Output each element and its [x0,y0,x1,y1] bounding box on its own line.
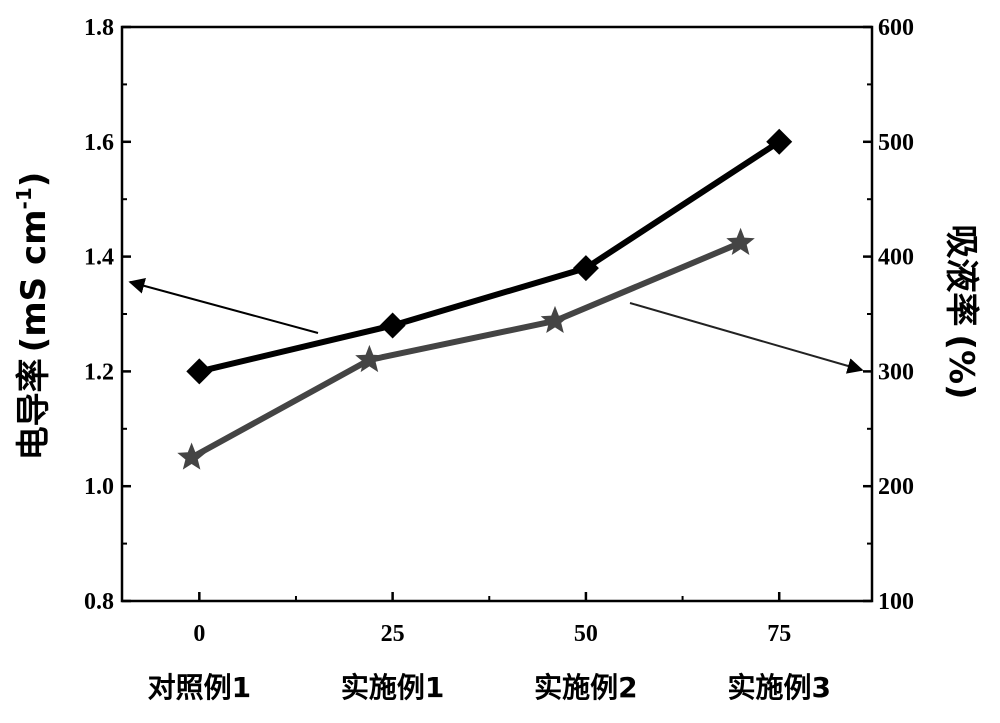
x-axis: 0 对照例1 25 实施例1 50 实施例2 75 实施例3 [148,592,831,704]
plot-frame [120,25,874,603]
right-axis-title-units: (%) [941,334,981,399]
left-axis: 0.8 1.0 1.2 1.4 1.6 1.8 [84,15,131,615]
right-axis: 100 200 300 400 500 600 [863,15,914,615]
right-tick-label: 400 [878,245,914,271]
right-tick-label: 300 [878,359,914,385]
x-tick-label: 0 [193,621,205,647]
series-2-point [177,442,206,470]
left-tick-label: 1.0 [84,474,114,500]
x-tick-label: 25 [381,621,405,647]
left-tick-label: 1.4 [84,245,114,271]
series-1-point [379,312,406,339]
x-tick-label: 75 [767,621,791,647]
left-axis-title-main: 电导率 [14,358,54,460]
series-1-point [766,128,793,155]
series-1-line [198,139,781,375]
category-label: 实施例2 [534,671,637,704]
right-tick-label: 600 [878,15,914,41]
left-axis-title-close: ) [14,172,54,188]
right-tick-label: 200 [878,474,914,500]
series-2-line [190,240,742,461]
left-axis-title-sup: -1 [12,187,36,209]
left-axis-title-units: (mS cm [14,209,54,352]
left-tick-label: 0.8 [84,589,114,615]
series-2-point [726,227,755,255]
series-1-point [572,255,599,282]
x-tick-label: 50 [574,621,598,647]
right-tick-label: 100 [878,589,914,615]
series-2-point [540,305,570,333]
right-axis-title-main: 吸液率 [941,224,981,326]
right-axis-title: 吸液率 (%) [941,224,981,399]
left-tick-label: 1.8 [84,15,114,41]
series-2-point [355,344,384,373]
left-tick-label: 1.2 [84,359,114,385]
right-tick-label: 500 [878,130,914,156]
category-label: 对照例1 [148,671,251,704]
left-axis-title: 电导率 (mS cm-1) [12,172,54,461]
series-1-point [186,358,213,385]
left-tick-label: 1.6 [84,130,114,156]
left-axis-arrow [128,278,319,334]
series-layer [177,128,793,470]
right-axis-arrow [629,302,864,374]
category-label: 实施例1 [341,671,444,704]
category-label: 实施例3 [727,671,830,704]
